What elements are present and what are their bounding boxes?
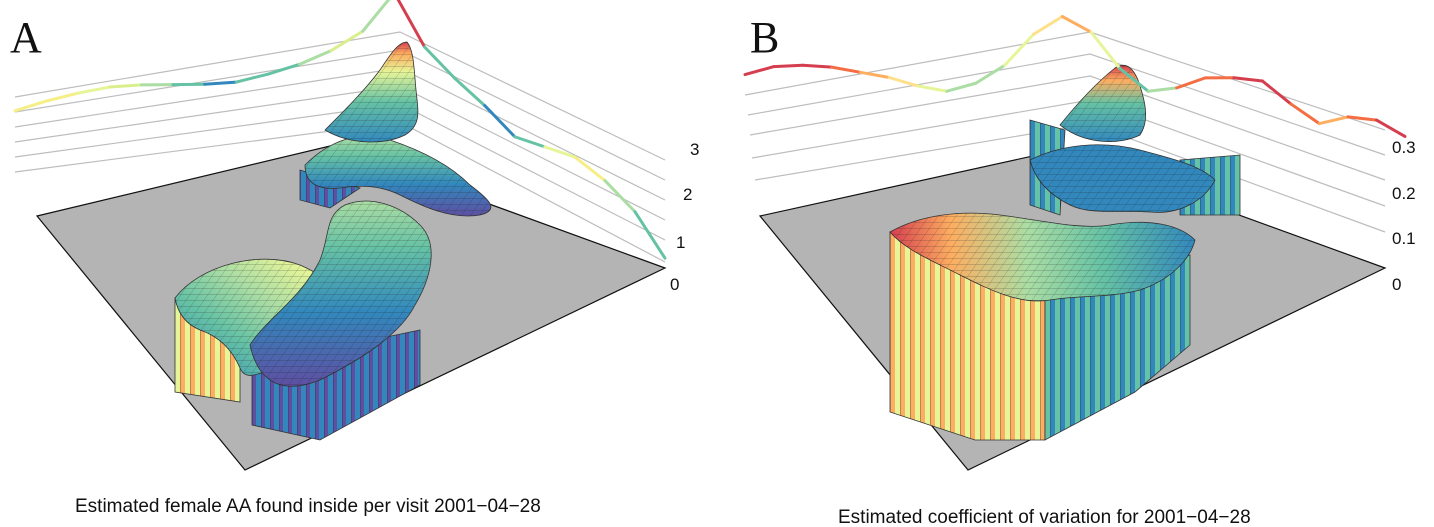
profile-curve-segment (772, 63, 805, 69)
profile-curve-segment (203, 80, 238, 86)
profile-curve-segment (858, 70, 891, 80)
profile-curve-segment (1232, 76, 1264, 83)
profile-curve-segment (887, 76, 920, 88)
panel-a: A (10, 0, 699, 517)
panel-b-surface (889, 64, 1241, 441)
profile-curve-segment (234, 72, 270, 84)
profile-curve-segment (573, 155, 607, 183)
profile-curve-segment (108, 83, 143, 89)
panel-a-z-ticks: 0 1 2 3 (670, 140, 699, 294)
profile-curve-segment (603, 179, 637, 214)
panel-a-surface (174, 41, 492, 441)
panel-b-peak-mesh (1060, 65, 1146, 142)
profile-curve-segment (297, 49, 333, 66)
profile-curve-segment (1374, 118, 1407, 138)
profile-curve-segment (513, 135, 547, 149)
panel-b-body-lower-mesh (890, 213, 1195, 301)
panel-b-tick-1: 0.1 (1392, 229, 1416, 248)
profile-curve-segment (483, 104, 517, 139)
panel-a-body-middle-mesh (250, 201, 432, 387)
profile-curve-segment (423, 45, 457, 80)
panel-a-tick-0: 0 (670, 275, 679, 294)
panel-b-z-ticks: 0 0.1 0.2 0.3 (1392, 138, 1416, 294)
profile-curve-segment (453, 76, 487, 108)
profile-curve-segment (1003, 32, 1035, 67)
panel-a-title: Estimated female AA found inside per vis… (75, 496, 541, 517)
panel-a-peak-mesh (325, 42, 418, 142)
profile-curve-segment (543, 145, 577, 159)
profile-curve-segment (801, 63, 834, 69)
panel-a-label: A (10, 13, 42, 62)
panel-b-body-middle-mesh (1030, 144, 1215, 213)
profile-curve-segment (396, 0, 427, 49)
profile-curve-segment (945, 81, 978, 93)
panel-b-label: B (750, 13, 779, 62)
profile-curve-segment (1146, 86, 1179, 93)
panel-b-profile-curve (743, 14, 1407, 138)
panel-b-tick-2: 0.2 (1392, 184, 1416, 203)
profile-curve-segment (974, 63, 1007, 85)
panel-b-tick-3: 0.3 (1392, 138, 1416, 157)
profile-curve-segment (743, 65, 776, 77)
panel-a-body-upper-mesh (305, 136, 491, 216)
profile-curve-segment (1031, 14, 1064, 36)
profile-curve-segment (266, 62, 301, 76)
profile-curve-segment (45, 91, 80, 103)
profile-curve-segment (361, 0, 391, 33)
panel-b-gridline-4 (744, 31, 1386, 131)
profile-curve-segment (1289, 102, 1321, 126)
panel-b-title: Estimated coefficient of variation for 2… (838, 507, 1251, 527)
panel-b-gridline-2 (749, 75, 1386, 181)
profile-curve-segment (1317, 115, 1350, 126)
panel-a-profile-curve (13, 0, 667, 260)
profile-curve-segment (633, 210, 667, 260)
profile-curve-segment (1346, 115, 1378, 122)
profile-curve-segment (13, 99, 49, 113)
panel-a-gridline-4 (14, 31, 666, 161)
profile-curve-segment (76, 85, 112, 95)
profile-curve-segment (329, 29, 365, 53)
profile-curve-segment (1118, 66, 1150, 93)
profile-curve-segment (1260, 79, 1293, 106)
panel-a-tick-3: 3 (690, 140, 699, 159)
profile-curve-segment (1060, 14, 1093, 34)
profile-curve-segment (830, 65, 862, 74)
panel-b-gridline-3 (747, 53, 1386, 156)
panel-b-tick-0: 0 (1392, 275, 1401, 294)
panel-b: B 0 0.1 0 (743, 13, 1416, 527)
panel-a-tick-1: 1 (676, 233, 685, 252)
profile-curve-segment (1089, 30, 1122, 70)
profile-curve-segment (1175, 76, 1207, 90)
panel-a-tick-2: 2 (683, 185, 692, 204)
profile-curve-segment (916, 84, 949, 93)
